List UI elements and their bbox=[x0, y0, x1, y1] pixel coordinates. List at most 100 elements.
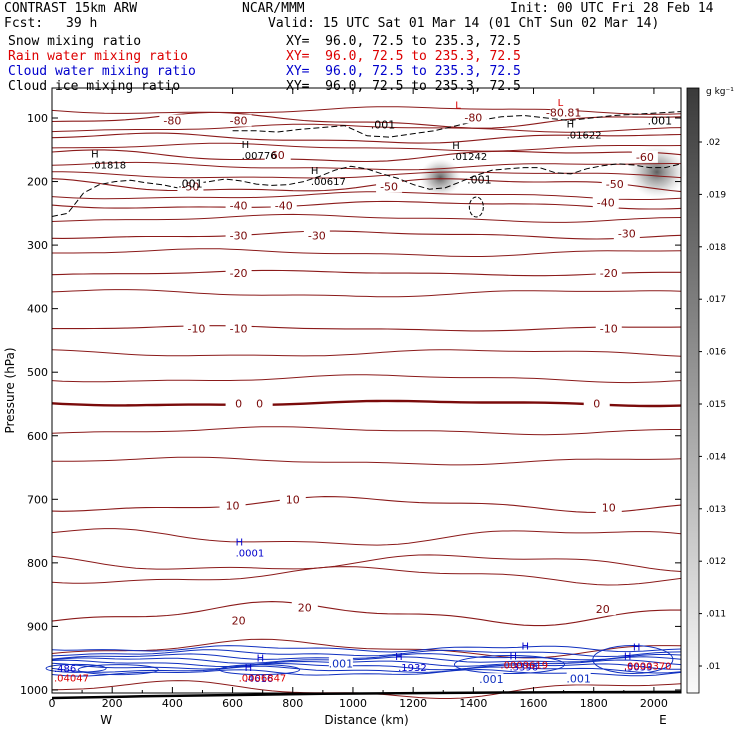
isotherm-line bbox=[51, 106, 682, 115]
isotherm-label: 10 bbox=[286, 493, 300, 506]
isotherm--30 bbox=[51, 230, 682, 240]
west-endpoint: W bbox=[100, 713, 112, 727]
x-tick-label: 1600 bbox=[520, 697, 548, 710]
isotherm-label-bg bbox=[264, 148, 291, 161]
isotherm-line bbox=[51, 554, 682, 572]
extremum-value: .01818 bbox=[91, 160, 126, 171]
extremum-value: .0009619 bbox=[500, 660, 548, 671]
isotherm-label: -30 bbox=[230, 230, 248, 243]
extremum-symbol: H bbox=[236, 538, 244, 549]
colorbar-tick-label: .011 bbox=[706, 610, 726, 620]
isotherm-label: -10 bbox=[187, 322, 205, 335]
cloud-water-cell bbox=[453, 655, 565, 675]
isotherm-label: -50 bbox=[181, 181, 199, 194]
cloud-ice-label: .001 bbox=[178, 177, 203, 190]
isotherm-label-bg bbox=[159, 114, 186, 127]
colorbar-tick-label: .012 bbox=[706, 557, 726, 567]
y-tick-label: 600 bbox=[27, 430, 48, 443]
isotherm-line bbox=[52, 248, 682, 257]
colorbar-tick-label: .018 bbox=[706, 243, 726, 253]
isotherm-label-bg bbox=[601, 178, 628, 191]
init-time: Init: 00 UTC Fri 28 Feb 14 bbox=[510, 1, 714, 16]
x-tick-label: 0 bbox=[49, 697, 56, 710]
isotherm-label-bg bbox=[225, 199, 252, 212]
extremum-value: .5033 bbox=[624, 662, 653, 673]
extremum-symbol: H bbox=[624, 651, 632, 662]
isotherm-label: 0 bbox=[593, 397, 600, 410]
plot-frame bbox=[51, 87, 682, 694]
isotherm-label-bg bbox=[595, 501, 622, 514]
x-tick-label: 600 bbox=[222, 697, 243, 710]
extremum-value: .0000370 bbox=[624, 662, 672, 673]
field-xy-snow: XY= 96.0, 72.5 to 235.3, 72.5 bbox=[286, 34, 521, 49]
extremum-value: .0006847 bbox=[239, 674, 287, 685]
x-axis-title: Distance (km) bbox=[324, 713, 408, 727]
isotherm-line bbox=[51, 638, 682, 659]
isotherm-0 bbox=[51, 399, 682, 408]
plot-border bbox=[51, 87, 682, 694]
isotherm-label: -40 bbox=[230, 200, 248, 213]
field-xy-cloud-water: XY= 96.0, 72.5 to 235.3, 72.5 bbox=[286, 64, 521, 79]
extremum-symbol: H bbox=[257, 653, 265, 664]
snow-maximum-0 bbox=[419, 158, 462, 197]
y-tick-label: 100 bbox=[27, 112, 48, 125]
isotherm-label: -10 bbox=[600, 322, 618, 335]
field-name-cloud-water: Cloud water mixing ratio bbox=[8, 64, 196, 79]
isotherm-label: 20 bbox=[232, 615, 246, 628]
isotherm--70 bbox=[51, 132, 682, 144]
isotherm-label: 20 bbox=[596, 603, 610, 616]
field-xy-cloud-ice: XY= 96.0, 72.5 to 235.3, 72.5 bbox=[286, 79, 521, 94]
y-tick-label: 400 bbox=[27, 303, 48, 316]
extremum-value: .4616 bbox=[245, 674, 274, 685]
x-tick-label: 1400 bbox=[459, 697, 487, 710]
y-tick-label: 200 bbox=[27, 176, 48, 189]
isotherm-line bbox=[51, 566, 682, 586]
cloud-water-label-bg bbox=[566, 672, 591, 685]
isotherm-label-bg bbox=[279, 493, 306, 506]
y-tick-label: 900 bbox=[27, 620, 48, 633]
isotherm-label: -40 bbox=[275, 200, 293, 213]
extremum-symbol: H bbox=[633, 643, 641, 654]
cloud-water-contour bbox=[51, 659, 682, 668]
colorbar-tick-label: .01 bbox=[706, 662, 720, 672]
colorbar-tick-label: .017 bbox=[706, 295, 726, 305]
field-xy-rain: XY= 96.0, 72.5 to 235.3, 72.5 bbox=[286, 49, 521, 64]
isotherm-label-bg bbox=[183, 322, 210, 335]
isotherm-line bbox=[51, 456, 682, 466]
extremum-symbol: L bbox=[455, 100, 461, 111]
isotherm-label: 10 bbox=[602, 502, 616, 515]
extremum-symbol: H bbox=[395, 652, 403, 663]
cloud-water-cell bbox=[592, 644, 674, 674]
extremum-value: .1932 bbox=[398, 663, 427, 674]
isotherm--60 bbox=[51, 149, 682, 163]
cloud-water-cell bbox=[219, 664, 301, 676]
isotherm-label: -10 bbox=[230, 322, 248, 335]
extremum-value: .01242 bbox=[452, 152, 487, 163]
isotherm-label-bg bbox=[225, 229, 252, 242]
cloud-water-label: .001 bbox=[479, 673, 504, 686]
isotherm-line bbox=[51, 528, 682, 546]
isotherm-label-bg bbox=[225, 114, 252, 127]
colorbar-tick-label: .015 bbox=[706, 400, 726, 410]
cloud-water-label: .001 bbox=[566, 673, 591, 686]
extremum-symbol: H bbox=[311, 166, 319, 177]
extremum-symbol: H bbox=[509, 651, 517, 662]
isotherm--10 bbox=[52, 325, 682, 332]
isotherm-label: -20 bbox=[600, 267, 618, 280]
x-tick-label: 800 bbox=[282, 697, 303, 710]
cloud-water-label-bg bbox=[328, 657, 353, 670]
isotherm-label-bg bbox=[613, 227, 640, 240]
isotherm-line bbox=[51, 142, 682, 152]
field-name-rain: Rain water mixing ratio bbox=[8, 49, 189, 64]
extremum-symbol: H bbox=[91, 149, 99, 160]
cloud-water-label: .001 bbox=[329, 657, 354, 670]
isotherm-label: -80 bbox=[464, 111, 482, 124]
cloud-water-contour bbox=[51, 645, 682, 653]
isotherm-label-bg bbox=[550, 106, 577, 119]
isotherm-label-bg bbox=[219, 499, 246, 512]
isotherm-label-bg bbox=[246, 397, 273, 410]
isotherm-label: -30 bbox=[618, 228, 636, 241]
cloud-ice-contours bbox=[51, 111, 682, 218]
isotherm-line bbox=[51, 349, 682, 357]
